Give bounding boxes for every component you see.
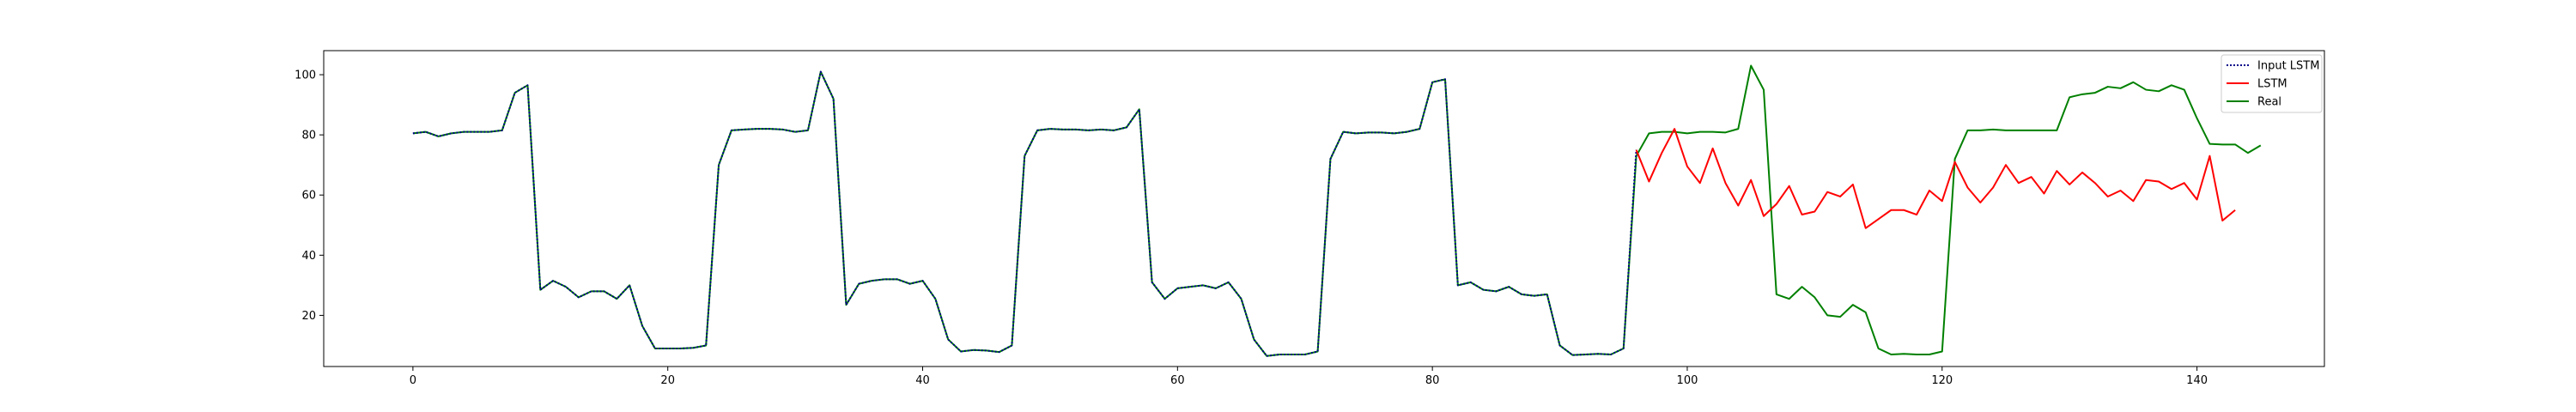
legend-box xyxy=(2221,54,2323,113)
series-line-lstm xyxy=(1635,128,2236,229)
x-tick-label: 0 xyxy=(410,374,416,387)
plot-frame xyxy=(323,50,2325,367)
legend: Input LSTM LSTM Real xyxy=(2221,54,2323,113)
y-tick-label: 20 xyxy=(301,310,316,323)
x-tick-label: 80 xyxy=(1425,374,1440,387)
y-tick-label: 100 xyxy=(295,70,316,82)
y-tick-label: 60 xyxy=(301,190,316,203)
x-tick-label: 140 xyxy=(2186,374,2208,387)
series-line-input-lstm xyxy=(412,70,1637,357)
y-tick-label: 40 xyxy=(301,250,316,263)
series-line-real xyxy=(412,64,2262,357)
x-tick-label: 100 xyxy=(1677,374,1698,387)
legend-label: Real xyxy=(2257,96,2281,109)
y-tick-label: 80 xyxy=(301,130,316,142)
legend-label: Input LSTM xyxy=(2257,60,2319,73)
x-tick-label: 120 xyxy=(1931,374,1953,387)
x-tick-label: 60 xyxy=(1170,374,1185,387)
series-lines xyxy=(412,64,2262,357)
x-tick-label: 40 xyxy=(915,374,930,387)
axes-ticks: 0 20 40 60 80 100 120 140 20 40 60 80 100 xyxy=(295,70,2208,387)
legend-label: LSTM xyxy=(2257,78,2287,91)
x-tick-label: 20 xyxy=(660,374,675,387)
